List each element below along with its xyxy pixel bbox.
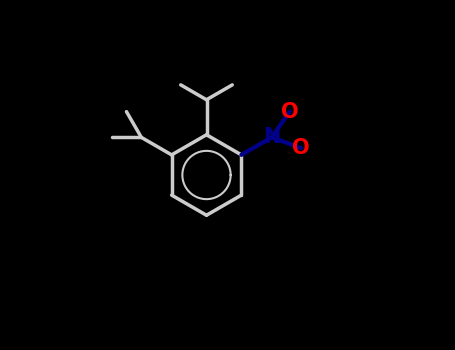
Text: O: O xyxy=(281,102,298,121)
Text: O: O xyxy=(293,138,310,158)
Text: N: N xyxy=(263,127,280,147)
